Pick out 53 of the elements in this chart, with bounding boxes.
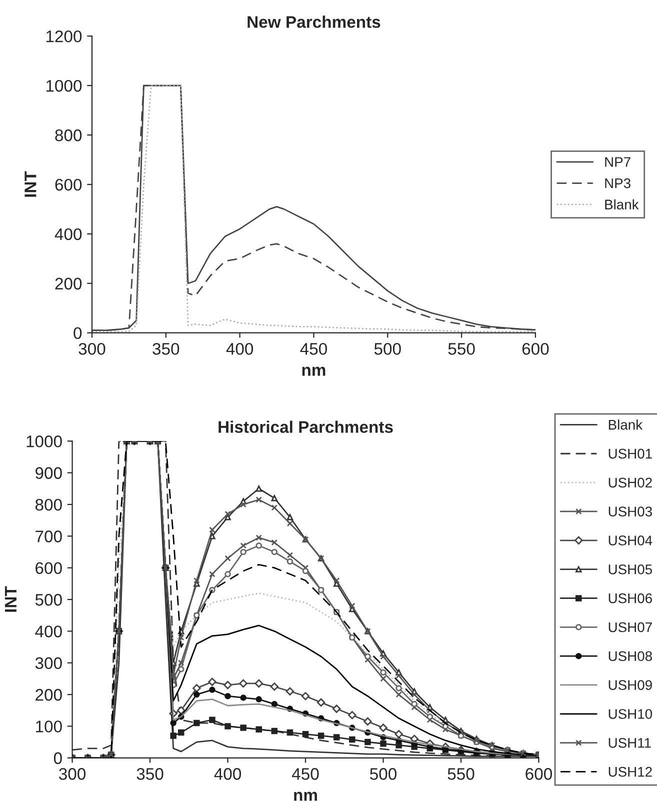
x-tick-label: 550 bbox=[448, 342, 475, 355]
x-tick-label: 600 bbox=[522, 342, 549, 355]
y-tick-label: 900 bbox=[36, 467, 62, 479]
x-tick-label: 350 bbox=[152, 342, 180, 355]
x-tick-label: 500 bbox=[370, 768, 397, 780]
legend-label: USH06 bbox=[608, 593, 652, 604]
y-tick-label: 200 bbox=[36, 688, 62, 701]
x-tick-label: 600 bbox=[526, 768, 552, 780]
x-tick-label: 500 bbox=[374, 342, 401, 355]
x-axis-title: nm bbox=[302, 366, 326, 376]
legend-label: USH02 bbox=[608, 478, 652, 488]
x-tick-label: 550 bbox=[448, 768, 474, 780]
x-tick-label: 450 bbox=[300, 342, 327, 355]
legend-label: USH04 bbox=[608, 536, 652, 546]
y-tick-label: 0 bbox=[74, 327, 82, 340]
y-tick-label: 1200 bbox=[46, 30, 82, 42]
x-tick-label: 450 bbox=[292, 768, 319, 780]
x-tick-label: 350 bbox=[136, 768, 164, 780]
legend-label: NP7 bbox=[605, 157, 630, 167]
y-tick-label: 100 bbox=[36, 720, 62, 732]
y-tick-label: 1000 bbox=[26, 436, 62, 448]
chart-title: Historical Parchments bbox=[218, 420, 393, 433]
y-tick-label: 600 bbox=[55, 178, 82, 191]
legend-label: USH10 bbox=[608, 709, 652, 719]
legend-label: USH08 bbox=[608, 651, 652, 662]
y-tick-label: 800 bbox=[55, 129, 82, 142]
legend-label: Blank bbox=[605, 199, 639, 210]
legend-label: USH05 bbox=[608, 564, 652, 574]
x-tick-label: 400 bbox=[226, 342, 254, 355]
y-tick-label: 400 bbox=[54, 228, 82, 240]
y-tick-label: 700 bbox=[36, 530, 62, 542]
y-axis-title: INT bbox=[4, 586, 16, 612]
legend-label: NP3 bbox=[605, 178, 630, 188]
y-tick-label: 800 bbox=[35, 498, 62, 511]
y-tick-label: 300 bbox=[35, 657, 62, 670]
y-tick-label: 500 bbox=[35, 594, 62, 606]
y-tick-label: 600 bbox=[36, 562, 62, 574]
x-tick-label: 300 bbox=[78, 342, 106, 355]
y-tick-label: 400 bbox=[35, 626, 62, 638]
x-tick-label: 400 bbox=[214, 768, 242, 780]
legend-label: USH12 bbox=[608, 766, 652, 777]
legend-label: USH01 bbox=[608, 448, 652, 459]
y-axis-title: INT bbox=[24, 171, 36, 197]
y-tick-label: 200 bbox=[55, 278, 82, 290]
legend-label: USH09 bbox=[608, 680, 652, 690]
chart-title: New Parchments bbox=[248, 16, 380, 28]
legend-label: USH03 bbox=[608, 506, 652, 516]
x-axis-title: nm bbox=[294, 792, 317, 801]
legend-label: USH07 bbox=[608, 622, 652, 632]
legend-label: USH11 bbox=[608, 738, 651, 748]
legend-label: Blank bbox=[608, 420, 643, 430]
y-tick-label: 0 bbox=[54, 752, 62, 764]
y-tick-label: 1000 bbox=[46, 80, 82, 92]
